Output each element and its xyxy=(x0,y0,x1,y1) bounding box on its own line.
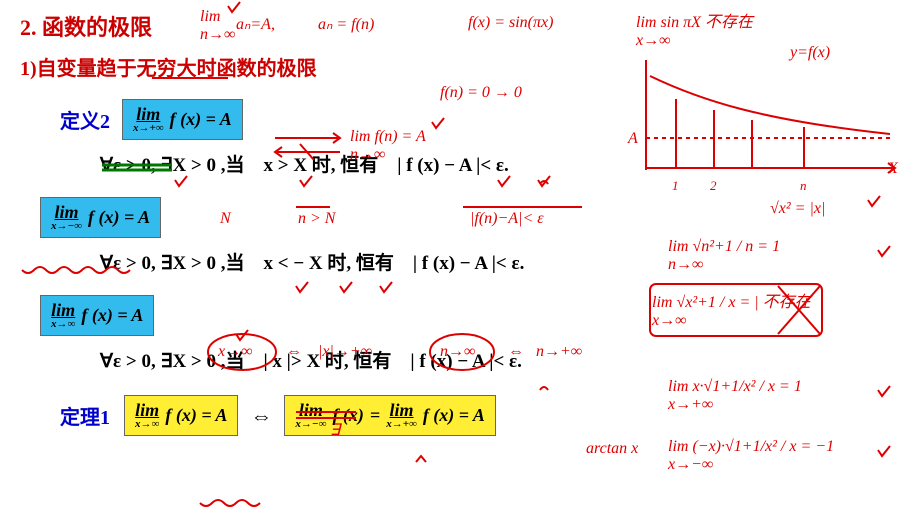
check-icon xyxy=(498,176,510,186)
lim-sub: x→−∞ xyxy=(51,221,82,232)
eq-sign: = xyxy=(370,405,380,426)
definition-2-label: 定义2 xyxy=(60,105,110,134)
lim-expr: f (x) = A xyxy=(165,405,227,426)
annot-arctan: arctan x xyxy=(586,440,638,458)
lim-expr: f (x) xyxy=(332,405,363,426)
theorem-1-row: 定理1 lim x→∞ f (x) = A ⇔ lim x→−∞ f (x) =… xyxy=(60,395,900,436)
subsection-title: 1)自变量趋于无穷大时函数的极限 xyxy=(20,52,900,81)
annot-text: x→−∞ xyxy=(668,456,713,473)
lim-expr: f (x) = A xyxy=(81,305,143,326)
annot-text: x·√1+1/x² / x xyxy=(692,378,775,395)
cond-inf-text: ∀ε > 0, ∃X > 0 ,当 | x |> X 时, 恒有 | f (x)… xyxy=(100,351,522,372)
lim-box-infinity: lim x→∞ f (x) = A xyxy=(40,295,154,336)
lim-inf-row: lim x→∞ f (x) = A xyxy=(40,295,900,336)
check-icon xyxy=(538,176,550,186)
graph-tick-1: 1 xyxy=(672,178,679,194)
breve-icon xyxy=(540,181,548,184)
theorem-1-label: 定理1 xyxy=(60,401,110,430)
annot-text: = 1 xyxy=(779,378,802,395)
lim-expr: f (x) = A xyxy=(423,405,485,426)
check-icon xyxy=(175,176,187,186)
breve-icon xyxy=(540,387,548,390)
condition-plus-infinity: ∀ε > 0, ∃X > 0 ,当 x > X 时, 恒有 | f (x) − … xyxy=(100,150,900,177)
cond-minus-text: ∀ε > 0, ∃X > 0 ,当 x < − X 时, 恒有 | f (x) … xyxy=(100,253,524,274)
wavy-underline xyxy=(200,500,260,506)
section-title: 2. 函数的极限 xyxy=(20,10,900,42)
condition-minus-infinity: ∀ε > 0, ∃X > 0 ,当 x < − X 时, 恒有 | f (x) … xyxy=(100,248,900,275)
hat-icon xyxy=(416,456,426,462)
lim-sub: x→∞ xyxy=(135,419,159,430)
lim-expr: f (x) = A xyxy=(88,207,150,228)
lim-text: lim xyxy=(135,401,159,419)
thm-left-box: lim x→∞ f (x) = A xyxy=(124,395,238,436)
lim-box-plus-infinity: lim x→+∞ f (x) = A xyxy=(122,99,243,140)
lim-text: lim xyxy=(51,301,75,319)
annot-text: = −1 xyxy=(800,438,834,455)
lim-sub: x→−∞ xyxy=(295,419,326,430)
definition-2-row: 定义2 lim x→+∞ f (x) = A xyxy=(60,99,900,140)
lim-text: lim xyxy=(136,105,160,123)
check-icon xyxy=(340,282,352,292)
lim-text: lim xyxy=(55,203,79,221)
check-icon xyxy=(380,282,392,292)
check-icon xyxy=(300,176,312,186)
lim-sub: x→+∞ xyxy=(133,123,164,134)
lim-sub: x→∞ xyxy=(51,319,75,330)
check-icon xyxy=(296,282,308,292)
graph-tick-n: n xyxy=(800,178,807,194)
thm-right-box: lim x→−∞ f (x) = lim x→+∞ f (x) = A xyxy=(284,395,495,436)
annot-text: (−x)·√1+1/x² / x xyxy=(692,438,796,455)
lim-text: lim xyxy=(389,401,413,419)
iff-symbol: ⇔ xyxy=(250,403,272,429)
lim-sub: x→+∞ xyxy=(386,419,417,430)
annot-text: lim xyxy=(668,378,688,395)
condition-infinity: ∀ε > 0, ∃X > 0 ,当 | x |> X 时, 恒有 | f (x)… xyxy=(100,346,900,373)
cond-plus-text: ∀ε > 0, ∃X > 0 ,当 x > X 时, 恒有 | f (x) − … xyxy=(100,155,509,176)
lim-text: lim xyxy=(299,401,323,419)
lim-expr: f (x) = A xyxy=(170,109,232,130)
check-icon xyxy=(878,446,890,456)
annot-ex4: lim (−x)·√1+1/x² / x = −1 x→−∞ xyxy=(668,438,834,474)
annot-text: lim xyxy=(668,438,688,455)
lim-box-minus-infinity: lim x→−∞ f (x) = A xyxy=(40,197,161,238)
graph-tick-2: 2 xyxy=(710,178,717,194)
lim-minus-row: lim x→−∞ f (x) = A xyxy=(40,197,900,238)
